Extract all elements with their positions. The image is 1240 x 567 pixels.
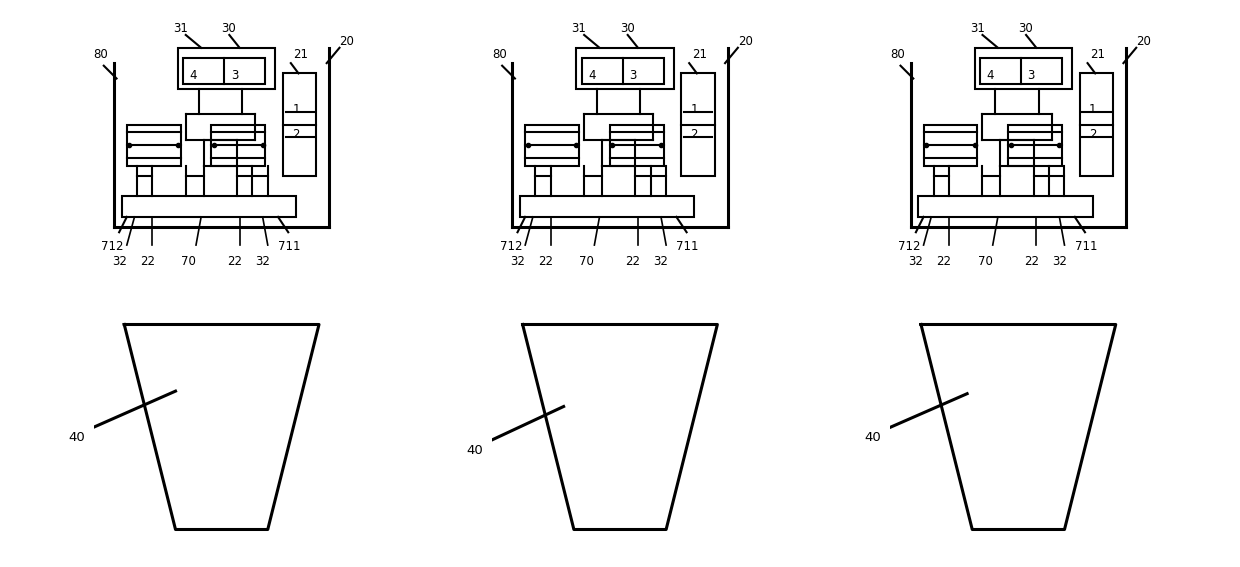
Text: 712: 712 bbox=[500, 240, 522, 253]
Text: 21: 21 bbox=[692, 48, 707, 61]
Text: 32: 32 bbox=[909, 255, 924, 268]
Text: 1: 1 bbox=[1089, 103, 1096, 116]
Bar bbox=[980, 58, 1061, 84]
Text: 4: 4 bbox=[588, 69, 595, 82]
Bar bbox=[520, 196, 694, 217]
Text: 22: 22 bbox=[1024, 255, 1039, 268]
Text: 711: 711 bbox=[1075, 240, 1097, 253]
Text: 31: 31 bbox=[970, 22, 985, 35]
Text: 1: 1 bbox=[691, 103, 698, 116]
Text: 2: 2 bbox=[1089, 128, 1096, 141]
Bar bbox=[526, 125, 579, 166]
Text: 3: 3 bbox=[231, 69, 238, 82]
Bar bbox=[179, 48, 275, 89]
Text: 712: 712 bbox=[898, 240, 920, 253]
Text: 2: 2 bbox=[293, 128, 300, 141]
Text: 80: 80 bbox=[93, 48, 108, 61]
Bar bbox=[283, 73, 316, 176]
Text: 3: 3 bbox=[629, 69, 636, 82]
Text: 711: 711 bbox=[278, 240, 300, 253]
Bar bbox=[184, 58, 265, 84]
Text: 22: 22 bbox=[936, 255, 951, 268]
Text: 22: 22 bbox=[140, 255, 155, 268]
Text: 80: 80 bbox=[890, 48, 905, 61]
Text: 30: 30 bbox=[620, 22, 635, 35]
Text: 70: 70 bbox=[977, 255, 992, 268]
Text: 2: 2 bbox=[691, 128, 698, 141]
Text: 31: 31 bbox=[572, 22, 587, 35]
Text: 40: 40 bbox=[68, 431, 84, 444]
Bar bbox=[126, 125, 181, 166]
Bar bbox=[1008, 125, 1061, 166]
Text: 31: 31 bbox=[172, 22, 187, 35]
Bar bbox=[682, 73, 714, 176]
Text: 30: 30 bbox=[222, 22, 237, 35]
Text: 20: 20 bbox=[340, 35, 355, 48]
Bar bbox=[610, 125, 663, 166]
Bar bbox=[975, 48, 1073, 89]
Text: 32: 32 bbox=[112, 255, 126, 268]
Text: 32: 32 bbox=[510, 255, 525, 268]
Bar bbox=[122, 196, 296, 217]
Text: 1: 1 bbox=[293, 103, 300, 116]
Text: 20: 20 bbox=[1136, 35, 1151, 48]
Text: 21: 21 bbox=[294, 48, 309, 61]
Text: 30: 30 bbox=[1018, 22, 1033, 35]
Text: 21: 21 bbox=[1090, 48, 1105, 61]
Text: 712: 712 bbox=[102, 240, 124, 253]
Text: 32: 32 bbox=[653, 255, 668, 268]
Bar bbox=[582, 58, 663, 84]
Bar bbox=[211, 125, 265, 166]
Text: 22: 22 bbox=[538, 255, 553, 268]
Text: 80: 80 bbox=[492, 48, 507, 61]
Text: 32: 32 bbox=[1052, 255, 1066, 268]
Text: 70: 70 bbox=[181, 255, 196, 268]
Text: 40: 40 bbox=[466, 443, 484, 456]
Text: 711: 711 bbox=[676, 240, 699, 253]
Bar bbox=[1080, 73, 1114, 176]
Bar bbox=[924, 125, 977, 166]
Text: 4: 4 bbox=[987, 69, 994, 82]
Text: 20: 20 bbox=[738, 35, 753, 48]
Bar bbox=[919, 196, 1092, 217]
Text: 4: 4 bbox=[190, 69, 197, 82]
Text: 22: 22 bbox=[625, 255, 640, 268]
Text: 70: 70 bbox=[579, 255, 594, 268]
Text: 40: 40 bbox=[864, 431, 882, 444]
Text: 32: 32 bbox=[255, 255, 270, 268]
Text: 3: 3 bbox=[1028, 69, 1035, 82]
Bar bbox=[577, 48, 673, 89]
Text: 22: 22 bbox=[227, 255, 242, 268]
